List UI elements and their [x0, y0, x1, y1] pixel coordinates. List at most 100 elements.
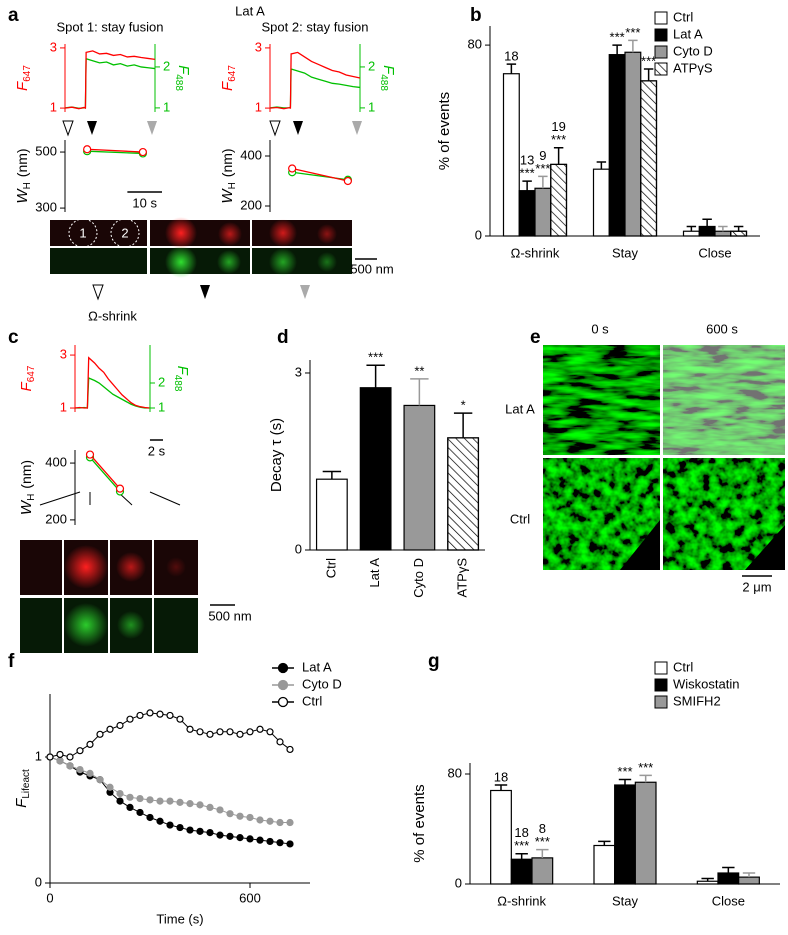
legend-label: Wiskostatin — [673, 676, 739, 691]
y-axis-label-sub: H — [227, 182, 238, 189]
y-axis-label: F647 — [219, 65, 238, 91]
y-tick-label: 0 — [455, 875, 462, 890]
marker — [126, 803, 134, 812]
marker — [343, 176, 352, 186]
marker — [256, 816, 264, 824]
legend-marker — [277, 696, 289, 708]
legend-marker — [277, 662, 289, 674]
marker — [126, 715, 134, 723]
scalebar-label: 10 s — [132, 195, 157, 210]
spot — [165, 246, 197, 278]
marker — [166, 821, 174, 829]
panel-label: b — [470, 5, 482, 26]
spot-outline — [68, 218, 98, 248]
y2-axis-label: F488 — [173, 65, 192, 91]
error-bar — [553, 146, 564, 165]
significance-label: *** — [535, 834, 550, 849]
y-axis-label-main: W — [18, 499, 35, 515]
series-line — [89, 454, 121, 490]
marker — [206, 803, 214, 812]
spot — [116, 552, 146, 582]
marker — [96, 776, 104, 784]
error-bar — [366, 364, 385, 388]
y-axis-label: WH (nm) — [219, 148, 238, 203]
chart-title: Spot 1: stay fusion — [57, 19, 164, 34]
error-bar — [494, 784, 508, 791]
image-c: 500 nm — [20, 491, 252, 653]
arrowhead — [352, 121, 362, 135]
legend-label: Ctrl — [302, 693, 322, 708]
y-tick-label: 3 — [50, 39, 57, 54]
marker — [256, 836, 264, 844]
spot — [165, 217, 197, 249]
row-label: Ctrl — [510, 511, 530, 526]
marker — [46, 753, 54, 761]
bar-hatch — [447, 437, 480, 551]
spot — [269, 219, 297, 247]
marker — [266, 837, 274, 846]
marker — [186, 826, 194, 834]
significance-label: *** — [625, 25, 640, 40]
arrowhead — [269, 120, 281, 137]
legend-swatch — [654, 695, 668, 709]
x-tick-label: Ω-shrink — [497, 893, 546, 908]
marker — [246, 728, 254, 736]
series-line — [269, 51, 361, 110]
series-line — [64, 50, 156, 110]
scalebar-label: 500 nm — [208, 608, 251, 623]
y-tick-label: 1 — [255, 100, 262, 115]
legend-swatch — [654, 661, 668, 675]
scalebar-label: 2 μm — [742, 579, 771, 594]
y2-tick-label: 1 — [163, 99, 170, 114]
y2-tick-label: 2 — [163, 58, 170, 73]
y-axis-label-main: F — [18, 381, 35, 391]
marker — [206, 828, 214, 837]
series-line — [87, 148, 143, 153]
error-bar — [322, 470, 342, 480]
series-line — [64, 57, 156, 109]
marker — [196, 801, 204, 809]
error-bar — [612, 44, 622, 55]
legend-label: SMIFH2 — [673, 693, 721, 708]
error-bar — [639, 774, 652, 783]
image-tile — [252, 220, 352, 246]
y-axis-label: F647 — [14, 65, 33, 91]
marker — [216, 806, 224, 814]
marker — [276, 839, 284, 847]
x-tick-label: Close — [698, 245, 731, 260]
y-axis-label-sub: 647 — [227, 65, 238, 82]
marker — [106, 783, 114, 791]
image-tile — [252, 248, 352, 274]
y2-tick-label: 1 — [158, 399, 165, 414]
bar — [510, 858, 533, 885]
series-line — [87, 150, 143, 155]
error-bar — [702, 218, 712, 227]
marker — [276, 738, 284, 746]
scalebar-label: 2 s — [148, 443, 166, 458]
bar — [403, 404, 436, 551]
spot-label: 1 — [79, 225, 86, 240]
significance-label: * — [461, 398, 466, 413]
x-tick-label: Stay — [612, 893, 639, 908]
marker — [236, 730, 244, 738]
panel-label: e — [530, 327, 541, 348]
n-label: 9 — [539, 148, 546, 163]
error-bar — [596, 161, 607, 170]
spot — [217, 250, 241, 274]
error-bar — [701, 877, 714, 882]
y-axis-label-suffix: (nm) — [14, 148, 30, 177]
y2-axis-label-sub: 488 — [173, 74, 184, 91]
column-label: 0 s — [591, 321, 609, 336]
marker — [146, 813, 154, 822]
error-bar — [522, 180, 532, 191]
marker — [186, 800, 194, 808]
marker — [138, 147, 147, 157]
bar — [696, 880, 719, 885]
n-label: 18 — [504, 49, 518, 64]
arrowhead — [62, 120, 74, 137]
y-axis-label-sub: 647 — [22, 65, 33, 82]
legend-label: Cyto D — [302, 676, 342, 691]
significance-label: *** — [617, 764, 632, 779]
marker — [226, 810, 234, 818]
